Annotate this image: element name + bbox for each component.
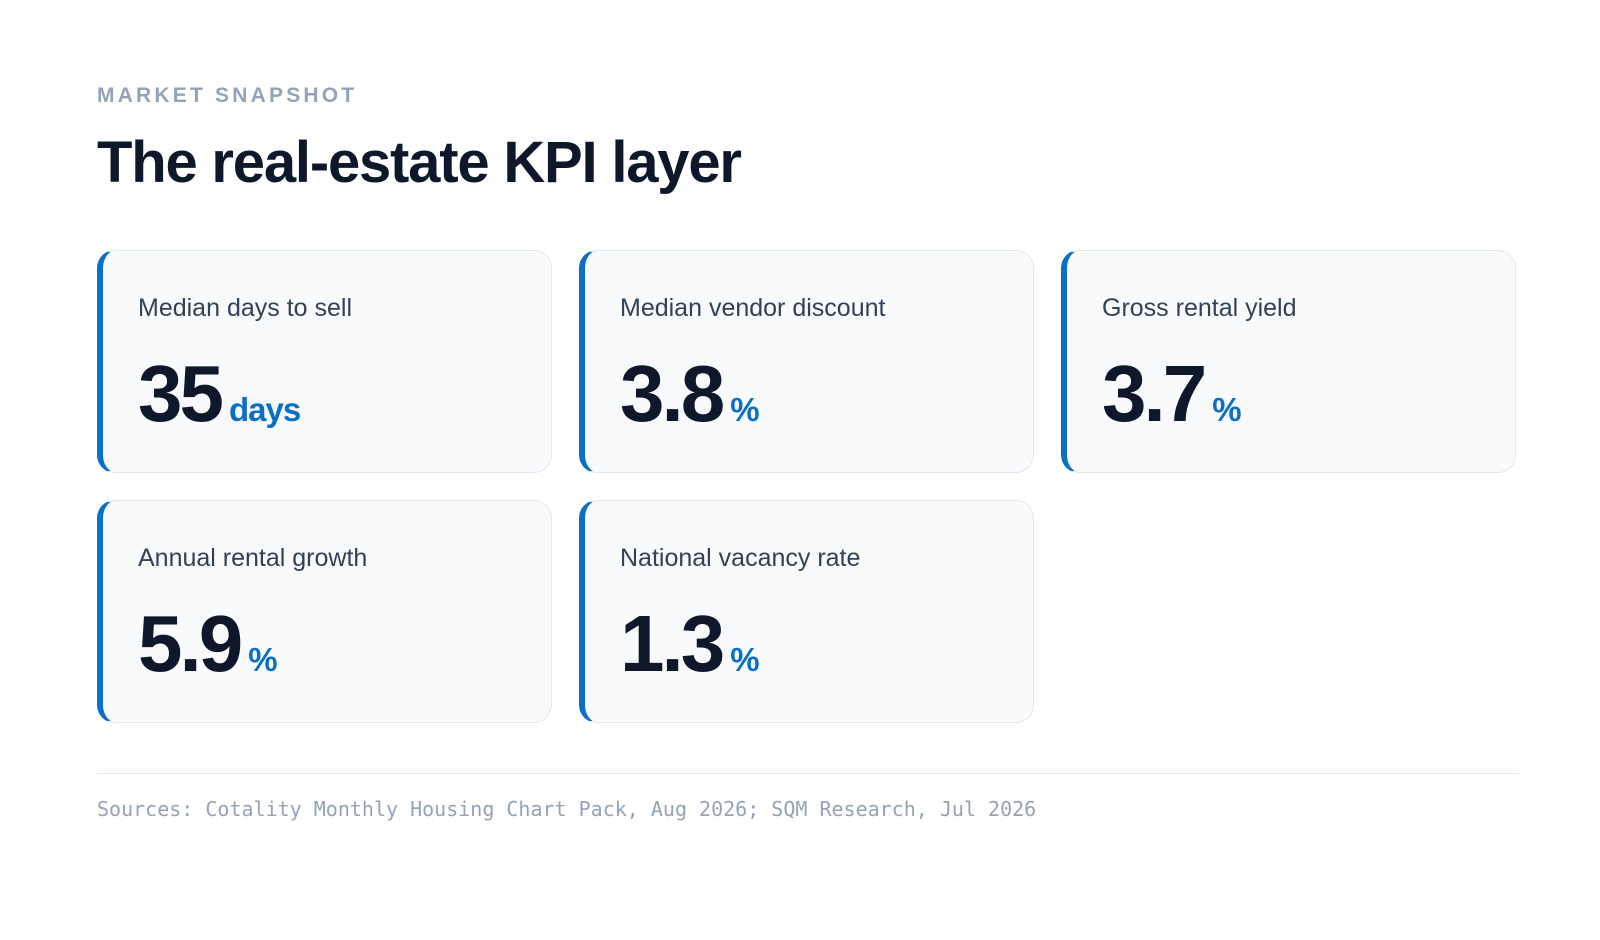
kpi-value: 3.7 xyxy=(1102,349,1207,438)
page-title: The real-estate KPI layer xyxy=(97,130,742,195)
kpi-value-row: 1.3 % xyxy=(620,601,1033,687)
kpi-label: Gross rental yield xyxy=(1102,294,1297,322)
kpi-card-national-vacancy-rate: National vacancy rate 1.3 % xyxy=(579,500,1034,723)
kpi-label: Median days to sell xyxy=(138,294,353,322)
kpi-value: 35 xyxy=(138,349,224,438)
kpi-card-annual-rental-growth: Annual rental growth 5.9 % xyxy=(97,500,552,723)
kpi-label: Annual rental growth xyxy=(138,544,368,572)
kpi-value: 3.8 xyxy=(620,349,725,438)
kpi-value: 1.3 xyxy=(620,599,725,688)
kpi-card-gross-rental-yield: Gross rental yield 3.7 % xyxy=(1061,250,1516,473)
kpi-unit: % xyxy=(248,641,277,678)
kpi-unit: % xyxy=(730,641,759,678)
kpi-unit: % xyxy=(1212,391,1241,428)
kpi-label: Median vendor discount xyxy=(620,294,886,322)
kpi-value-row: 35 days xyxy=(138,351,551,437)
section-eyebrow: MARKET SNAPSHOT xyxy=(97,84,358,107)
kpi-value-row: 5.9 % xyxy=(138,601,551,687)
kpi-unit: days xyxy=(228,391,301,428)
kpi-unit: % xyxy=(730,391,759,428)
kpi-value-row: 3.8 % xyxy=(620,351,1033,437)
kpi-label: National vacancy rate xyxy=(620,544,861,572)
kpi-card-median-vendor-discount: Median vendor discount 3.8 % xyxy=(579,250,1034,473)
kpi-grid: Median days to sell 35 days Median vendo… xyxy=(97,250,1516,723)
kpi-value: 5.9 xyxy=(138,599,243,688)
sources-note: Sources: Cotality Monthly Housing Chart … xyxy=(97,797,1037,821)
kpi-card-median-days-to-sell: Median days to sell 35 days xyxy=(97,250,552,473)
footer-divider xyxy=(97,773,1519,774)
kpi-value-row: 3.7 % xyxy=(1102,351,1515,437)
